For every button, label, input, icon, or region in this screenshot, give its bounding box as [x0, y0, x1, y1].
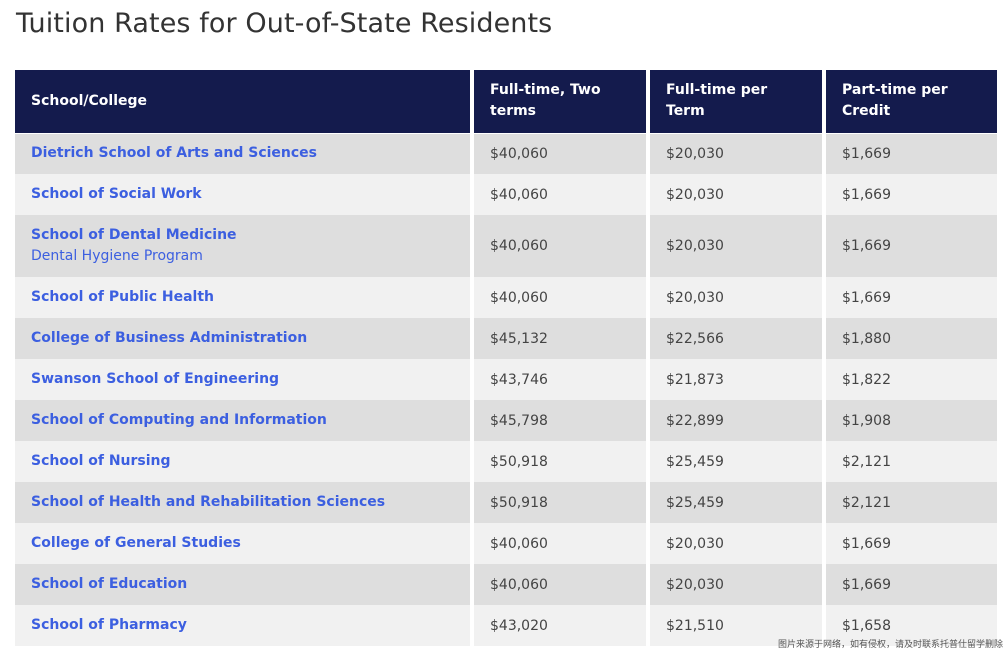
school-cell: Dietrich School of Arts and Sciences	[15, 133, 474, 174]
school-link[interactable]: Dietrich School of Arts and Sciences	[31, 145, 318, 162]
per-term-cell: $25,459	[648, 441, 826, 482]
table-row: Swanson School of Engineering $43,746 $21,…	[15, 359, 997, 400]
per-term-cell: $20,030	[648, 174, 826, 215]
school-link[interactable]: School of Dental Medicine	[31, 227, 237, 243]
table-row: School of Health and Rehabilitation Scie…	[15, 482, 997, 523]
school-link[interactable]: College of Business Administration	[31, 330, 308, 346]
table-row: School of Pharmacy $43,020 $21,510 $1,658	[15, 605, 997, 646]
table-row: College of Business Administration $45,13…	[15, 318, 997, 359]
school-link[interactable]: School of Pharmacy	[31, 617, 187, 633]
table-row: College of General Studies $40,060 $20,030…	[15, 523, 997, 564]
table-row: School of Computing and Information $45,7…	[15, 400, 997, 441]
school-link[interactable]: School of Public Health	[31, 289, 214, 305]
two-terms-cell: $45,132	[472, 318, 650, 359]
two-terms-cell: $40,060	[472, 564, 650, 605]
column-header-per-credit: Part-time per Credit	[824, 70, 997, 134]
table-header-row: School/College Full-time, Two terms Full…	[15, 70, 997, 134]
column-header-two-terms: Full-time, Two terms	[472, 70, 650, 134]
school-cell: School of Pharmacy	[15, 605, 474, 646]
two-terms-cell: $50,918	[472, 482, 650, 523]
per-credit-cell: $1,908	[824, 400, 997, 441]
per-credit-cell: $1,669	[824, 215, 997, 277]
per-term-cell: $20,030	[648, 215, 826, 277]
per-term-cell: $20,030	[648, 133, 826, 174]
school-cell: School of Health and Rehabilitation Scie…	[15, 482, 474, 523]
school-cell: School of Computing and Information	[15, 400, 474, 441]
per-credit-cell: $1,669	[824, 277, 997, 318]
school-cell: School of Dental Medicine Dental Hygiene …	[15, 215, 474, 277]
per-term-cell: $20,030	[648, 277, 826, 318]
column-header-school: School/College	[15, 70, 474, 134]
two-terms-cell: $40,060	[472, 174, 650, 215]
school-cell: School of Nursing	[15, 441, 474, 482]
two-terms-cell: $50,918	[472, 441, 650, 482]
program-link[interactable]: Dental Hygiene Program	[31, 248, 203, 264]
table-row: School of Public Health $40,060 $20,030 $1,…	[15, 277, 997, 318]
per-term-cell: $22,899	[648, 400, 826, 441]
per-credit-cell: $1,669	[824, 564, 997, 605]
page-title: Tuition Rates for Out-of-State Residents	[16, 8, 553, 39]
watermark-text: 图片来源于网络，如有侵权，请及时联系托普仕留学删除	[777, 640, 1003, 650]
per-credit-cell: $1,669	[824, 174, 997, 215]
school-cell: School of Social Work	[15, 174, 474, 215]
two-terms-cell: $40,060	[472, 133, 650, 174]
per-term-cell: $22,566	[648, 318, 826, 359]
two-terms-cell: $40,060	[472, 215, 650, 277]
table-row: School of Nursing $50,918 $25,459 $2,121	[15, 441, 997, 482]
school-link[interactable]: Swanson School of Engineering	[31, 371, 280, 387]
school-link[interactable]: School of Education	[31, 576, 188, 592]
per-term-cell: $20,030	[648, 564, 826, 605]
per-term-cell: $25,459	[648, 482, 826, 523]
two-terms-cell: $45,798	[472, 400, 650, 441]
school-cell: School of Education	[15, 564, 474, 605]
table-row: Dietrich School of Arts and Sciences $40,…	[15, 133, 997, 174]
school-cell: College of General Studies	[15, 523, 474, 564]
column-header-per-term: Full-time per Term	[648, 70, 826, 134]
school-cell: School of Public Health	[15, 277, 474, 318]
per-credit-cell: $2,121	[824, 482, 997, 523]
per-term-cell: $21,873	[648, 359, 826, 400]
two-terms-cell: $43,020	[472, 605, 650, 646]
per-credit-cell: $1,669	[824, 133, 997, 174]
school-cell: College of Business Administration	[15, 318, 474, 359]
table-row: School of Social Work $40,060 $20,030 $1,66…	[15, 174, 997, 215]
per-credit-cell: $1,669	[824, 523, 997, 564]
per-credit-cell: $1,822	[824, 359, 997, 400]
two-terms-cell: $43,746	[472, 359, 650, 400]
per-term-cell: $20,030	[648, 523, 826, 564]
per-credit-cell: $1,880	[824, 318, 997, 359]
per-credit-cell: $1,658	[824, 605, 997, 646]
school-link[interactable]: College of General Studies	[31, 535, 241, 551]
two-terms-cell: $40,060	[472, 277, 650, 318]
school-link[interactable]: School of Nursing	[31, 453, 171, 469]
school-cell: Swanson School of Engineering	[15, 359, 474, 400]
table-row: School of Dental Medicine Dental Hygiene …	[15, 215, 997, 277]
school-link[interactable]: School of Social Work	[31, 186, 202, 202]
per-credit-cell: $2,121	[824, 441, 997, 482]
school-link[interactable]: School of Computing and Information	[31, 412, 327, 428]
per-term-cell: $21,510	[648, 605, 826, 646]
tuition-table: School/College Full-time, Two terms Full…	[15, 70, 997, 646]
two-terms-cell: $40,060	[472, 523, 650, 564]
school-link[interactable]: School of Health and Rehabilitation Scie…	[31, 494, 386, 510]
table-row: School of Education $40,060 $20,030 $1,669	[15, 564, 997, 605]
